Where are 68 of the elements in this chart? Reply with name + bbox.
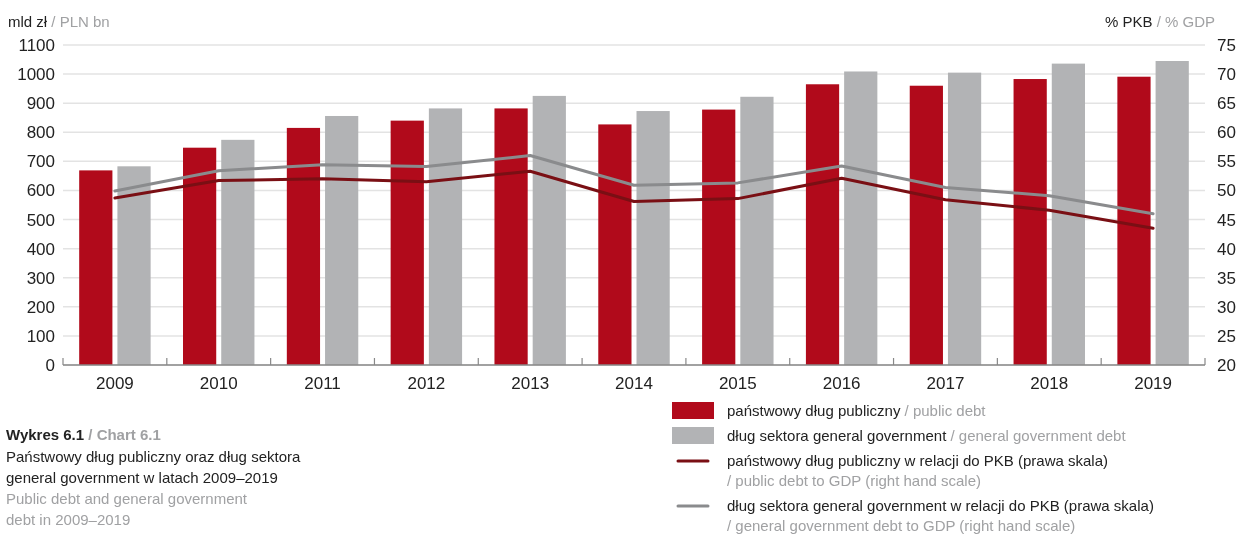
- bar: [286, 127, 321, 365]
- y2-tick-label: 40: [1217, 239, 1236, 259]
- x-tick-label: 2017: [926, 374, 965, 393]
- bar: [844, 71, 878, 365]
- y2-tick-label: 25: [1217, 326, 1236, 346]
- bar: [221, 139, 255, 365]
- bar: [532, 95, 566, 365]
- y-axis-title: mld zł / PLN bn: [8, 13, 110, 30]
- y2-tick-label: 55: [1217, 152, 1236, 172]
- bar: [390, 120, 424, 365]
- y-tick-label: 800: [26, 123, 55, 143]
- bar: [702, 109, 736, 365]
- y2-tick-label: 20: [1217, 356, 1236, 375]
- line-series: [113, 169, 1155, 230]
- y2-tick-label: 60: [1217, 123, 1236, 143]
- x-tick-label: 2009: [96, 374, 134, 393]
- y-tick-label: 1100: [18, 36, 55, 55]
- legend-label: dług sektora general government w relacji do PKB (prawa skala) / general government debt to GDP (right hand scale): [727, 497, 1154, 534]
- legend-label: państwowy dług publiczny w relacji do PKB (prawa skala) / public debt to GDP (right hand scale): [727, 452, 1109, 489]
- y-tick-label: 600: [26, 181, 55, 201]
- y2-tick-label: 75: [1217, 36, 1236, 55]
- x-tick-label: 2010: [199, 374, 238, 393]
- y2-tick-label: 65: [1217, 94, 1236, 114]
- bar: [428, 108, 463, 365]
- y2-tick-label: 70: [1217, 65, 1236, 85]
- bar: [1117, 76, 1151, 365]
- y-tick-label: 900: [26, 94, 55, 114]
- text: Wykres 6.1 / Chart 6.1: [6, 426, 161, 443]
- x-tick-label: 2015: [718, 374, 757, 393]
- bar: [183, 147, 217, 365]
- line-series: [113, 154, 1155, 216]
- x-tick-label: 2014: [615, 374, 653, 393]
- text: Public debt and general government debt in 2009–2019: [6, 490, 248, 528]
- legend-label: państwowy dług publiczny / public debt: [727, 402, 987, 419]
- text: Państwowy dług publiczny oraz dług sektora general government w latach 2009–2019: [6, 448, 301, 486]
- x-tick-label: 2018: [1030, 374, 1069, 393]
- bar: [117, 166, 151, 365]
- y-tick-label: 1000: [17, 65, 55, 85]
- bar: [1051, 63, 1085, 365]
- bar: [909, 85, 943, 365]
- y2-tick-label: 35: [1217, 268, 1236, 288]
- y-tick-label: 400: [26, 239, 55, 259]
- y2-tick-label: 45: [1217, 210, 1236, 230]
- y-tick-label: 0: [45, 356, 55, 375]
- x-tick-label: 2011: [304, 374, 341, 393]
- bar: [636, 111, 670, 365]
- bar: [79, 170, 113, 365]
- x-tick-label: 2016: [822, 374, 861, 393]
- y-tick-label: 200: [26, 297, 55, 317]
- bar: [1013, 79, 1047, 365]
- legend-label: dług sektora general government / general government debt: [727, 427, 1127, 444]
- x-tick-label: 2012: [407, 374, 446, 393]
- bar: [325, 115, 359, 365]
- y-tick-label: 500: [26, 210, 55, 230]
- y2-axis-title: % PKB / % GDP: [1104, 13, 1215, 30]
- bar: [740, 96, 774, 365]
- bar: [805, 84, 840, 365]
- y-tick-label: 100: [26, 326, 55, 346]
- x-tick-label: 2013: [511, 374, 550, 393]
- y-tick-label: 300: [26, 268, 55, 288]
- bar: [1155, 61, 1189, 365]
- y2-tick-label: 30: [1217, 297, 1236, 317]
- x-tick-label: 2019: [1134, 374, 1173, 393]
- y-tick-label: 700: [26, 152, 55, 172]
- y2-tick-label: 50: [1217, 181, 1236, 201]
- bar: [494, 108, 528, 365]
- bar: [947, 72, 982, 365]
- bar: [598, 124, 632, 365]
